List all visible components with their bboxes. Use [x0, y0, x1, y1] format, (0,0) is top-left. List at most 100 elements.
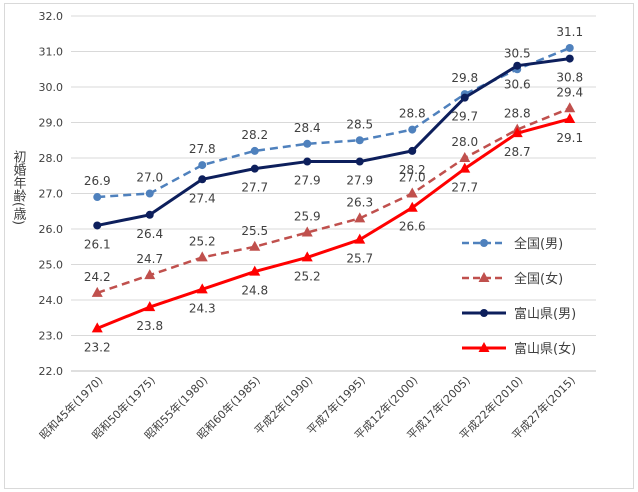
legend-label: 全国(男) [514, 236, 563, 252]
data-point [355, 136, 364, 145]
data-label: 28.5 [346, 117, 373, 131]
data-point [406, 201, 418, 212]
data-label: 31.1 [556, 25, 583, 39]
legend-item: 富山県(男) [462, 306, 576, 322]
data-label: 27.0 [136, 171, 163, 185]
data-point [408, 125, 417, 134]
series-lines [91, 43, 576, 333]
series-line [96, 117, 571, 330]
data-point [565, 43, 574, 52]
data-point [564, 112, 576, 123]
data-point [354, 233, 366, 244]
data-label: 28.0 [451, 135, 478, 149]
data-point [91, 286, 103, 297]
data-point [459, 162, 471, 173]
data-point [480, 309, 488, 317]
data-point [196, 283, 208, 294]
data-label: 28.7 [504, 145, 531, 159]
data-point [145, 210, 154, 219]
data-point [354, 212, 366, 223]
data-point [513, 61, 522, 70]
data-point [250, 146, 259, 155]
legend-item: 富山県(女) [462, 341, 576, 357]
data-point [406, 187, 418, 198]
data-label: 28.2 [399, 163, 426, 177]
data-label: 28.4 [294, 121, 321, 135]
data-label: 25.5 [241, 224, 268, 238]
y-tick-label: 26.0 [39, 223, 64, 236]
data-label: 24.2 [84, 270, 111, 284]
data-label: 27.8 [189, 142, 216, 156]
y-tick-label: 25.0 [39, 259, 64, 272]
data-label: 26.1 [84, 237, 111, 251]
data-label: 24.8 [241, 284, 268, 298]
series [93, 54, 574, 230]
legend-label: 全国(女) [514, 271, 563, 287]
data-point [460, 93, 469, 102]
legend-label: 富山県(女) [514, 341, 576, 357]
data-label: 28.2 [241, 128, 268, 142]
data-label: 27.7 [451, 181, 478, 195]
data-label: 25.2 [294, 269, 321, 283]
series-line [96, 107, 571, 295]
legend-label: 富山県(男) [514, 306, 576, 322]
data-point [478, 272, 490, 282]
y-tick-label: 28.0 [39, 152, 64, 165]
data-label: 27.9 [294, 174, 321, 188]
legend-item: 全国(男) [462, 236, 563, 252]
y-tick-label: 29.0 [39, 117, 64, 130]
data-point [93, 221, 102, 230]
data-label: 28.8 [504, 107, 531, 121]
data-label: 29.7 [451, 110, 478, 124]
y-tick-label: 24.0 [39, 294, 64, 307]
data-point [478, 342, 490, 352]
data-point [145, 189, 154, 198]
data-point [144, 301, 156, 312]
series-line [96, 57, 570, 227]
data-label: 29.8 [451, 71, 478, 85]
chart-frame [4, 3, 634, 489]
data-point [301, 226, 313, 237]
data-label: 24.3 [189, 301, 216, 315]
data-point [408, 146, 417, 155]
data-label: 29.1 [556, 131, 583, 145]
data-label: 29.4 [556, 85, 583, 99]
data-label: 30.5 [504, 46, 531, 60]
data-point [355, 157, 364, 166]
data-point [93, 193, 102, 202]
data-point [303, 139, 312, 148]
y-tick-label: 32.0 [39, 10, 64, 23]
data-label: 26.6 [399, 220, 426, 234]
data-point [91, 322, 103, 333]
data-label: 30.8 [556, 71, 583, 85]
y-axis-title: 初婚年齢(歳) [11, 150, 27, 225]
data-labels: 26.9 27.0 27.8 28.2 28.4 28.5 28.8 29.8 30.5 31.1… [84, 25, 583, 354]
y-tick-label: 31.0 [39, 46, 64, 59]
data-label: 27.4 [189, 191, 216, 205]
data-label: 26.3 [346, 195, 373, 209]
data-label: 26.9 [84, 174, 111, 188]
data-label: 23.2 [84, 340, 111, 354]
data-point [249, 240, 261, 251]
data-point [511, 127, 523, 138]
data-point [198, 175, 207, 184]
data-label: 23.8 [136, 319, 163, 333]
y-tick-label: 27.0 [39, 188, 64, 201]
data-point [249, 265, 261, 276]
data-point [144, 269, 156, 280]
data-point [565, 54, 574, 63]
y-tick-label: 30.0 [39, 81, 64, 94]
data-point [198, 161, 207, 170]
legend: 全国(男) 全国(女) 富山県(男) 富山県(女) [462, 236, 576, 357]
data-point [459, 152, 471, 162]
data-label: 28.8 [399, 107, 426, 121]
data-label: 27.0 [399, 171, 426, 185]
data-point [480, 239, 488, 247]
data-label: 24.7 [136, 252, 163, 266]
data-point [250, 164, 259, 173]
data-label: 26.4 [136, 227, 163, 241]
data-point [564, 102, 576, 113]
data-label: 25.9 [294, 210, 321, 224]
data-point [303, 157, 312, 166]
